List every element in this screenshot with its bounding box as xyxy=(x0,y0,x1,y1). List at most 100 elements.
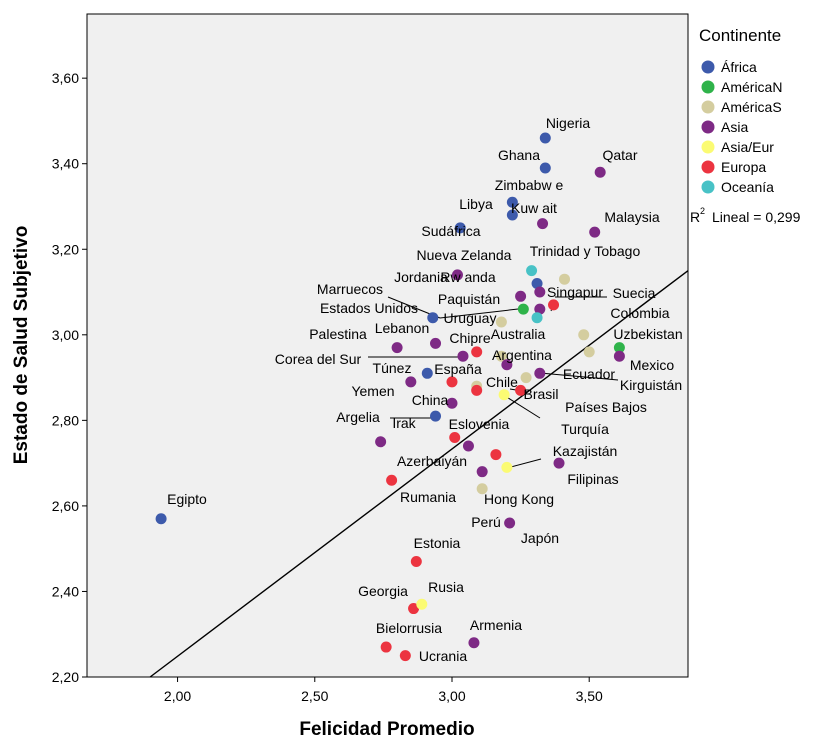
data-point xyxy=(589,226,601,238)
point-label: Ucrania xyxy=(419,648,467,664)
legend-title: Continente xyxy=(699,26,781,45)
data-point xyxy=(515,384,527,396)
y-tick-label: 3,20 xyxy=(52,241,79,257)
data-point xyxy=(471,346,483,358)
plot-area xyxy=(86,13,689,678)
data-point xyxy=(476,466,488,478)
point-label: Kuw ait xyxy=(511,200,557,216)
data-point xyxy=(451,269,463,281)
point-label: Rumania xyxy=(400,489,456,505)
data-point xyxy=(515,290,527,302)
point-label: Australia xyxy=(491,326,546,342)
point-label: Nigeria xyxy=(546,115,591,131)
point-label: Argentina xyxy=(492,347,552,363)
data-point xyxy=(495,316,507,328)
y-tick-label: 2,40 xyxy=(52,583,79,599)
legend-swatch xyxy=(701,140,715,154)
data-point xyxy=(430,410,442,422)
legend-swatch xyxy=(701,180,715,194)
data-point xyxy=(578,329,590,341)
data-point xyxy=(476,483,488,495)
legend-swatch xyxy=(701,160,715,174)
y-tick-label: 2,20 xyxy=(52,669,79,685)
point-label: Ghana xyxy=(498,147,540,163)
x-tick-label: 2,00 xyxy=(164,688,191,704)
data-point xyxy=(534,303,546,315)
data-point xyxy=(553,457,565,469)
data-point xyxy=(520,372,532,384)
data-point xyxy=(446,376,458,388)
point-label: Bielorrusia xyxy=(376,620,442,636)
point-label: Mexico xyxy=(630,357,675,373)
leader-line xyxy=(439,307,528,319)
point-label: Túnez xyxy=(373,360,412,376)
data-point xyxy=(534,286,546,298)
y-axis-title: Estado de Salud Subjetivo xyxy=(11,226,32,465)
data-point xyxy=(155,513,167,525)
point-label: Chile xyxy=(486,374,518,390)
data-points xyxy=(155,132,625,662)
point-label: Azerbaiyán xyxy=(397,453,467,469)
point-label: Países Bajos xyxy=(565,399,647,415)
data-point xyxy=(526,265,538,277)
point-label: Estados Unidos xyxy=(320,300,418,316)
data-point xyxy=(399,650,411,662)
leader-line xyxy=(504,395,541,419)
legend-item-label: Europa xyxy=(721,159,766,175)
fit-line xyxy=(149,270,689,678)
legend-item-label: AméricaS xyxy=(721,99,782,115)
x-tick-label: 3,50 xyxy=(576,688,603,704)
data-point xyxy=(539,162,551,174)
data-point xyxy=(504,517,516,529)
point-label: España xyxy=(434,361,482,377)
point-label: Palestina xyxy=(309,326,367,342)
point-label: Armenia xyxy=(470,617,522,633)
data-point xyxy=(531,312,543,324)
point-label: Rw anda xyxy=(440,269,495,285)
data-point xyxy=(380,641,392,653)
data-point xyxy=(405,376,417,388)
point-label: Yemen xyxy=(351,383,394,399)
legend: África AméricaN AméricaS Asia Asia/Eur Europa… xyxy=(701,59,782,195)
leader-line xyxy=(539,372,619,381)
y-tick-label: 3,00 xyxy=(52,327,79,343)
point-label: Colombia xyxy=(610,305,669,321)
point-label: Nueva Zelanda xyxy=(417,247,512,263)
y-tick-label: 2,80 xyxy=(52,412,79,428)
point-label: Perú xyxy=(471,514,501,530)
point-label: Corea del Sur xyxy=(275,351,362,367)
y-tick-label: 2,60 xyxy=(52,498,79,514)
point-label: Brasil xyxy=(523,386,558,402)
data-point xyxy=(410,556,422,568)
x-axis-title: Felicidad Promedio xyxy=(299,719,474,740)
data-point xyxy=(462,440,474,452)
y-tick-label: 3,40 xyxy=(52,156,79,172)
x-axis-ticks: 2,00 2,50 3,00 3,50 xyxy=(164,677,603,704)
point-label: Japón xyxy=(521,530,559,546)
data-point xyxy=(583,346,595,358)
point-label: Malaysia xyxy=(604,209,659,225)
point-label: Jordania xyxy=(394,269,448,285)
data-point xyxy=(375,436,387,448)
point-label: Irak xyxy=(392,415,416,431)
point-label: Paquistán xyxy=(438,291,500,307)
data-point xyxy=(506,209,518,221)
data-point xyxy=(501,359,513,371)
data-point xyxy=(498,389,510,401)
point-label: Chipre xyxy=(449,330,490,346)
data-point xyxy=(548,299,560,311)
data-point xyxy=(408,603,420,615)
data-point xyxy=(594,166,606,178)
data-point xyxy=(471,384,483,396)
point-label: Kirguistán xyxy=(620,377,682,393)
leader-line xyxy=(506,458,542,469)
point-label: Georgia xyxy=(358,583,408,599)
x-tick-label: 2,50 xyxy=(301,688,328,704)
data-point xyxy=(531,277,543,289)
point-label: Uzbekistan xyxy=(613,326,682,342)
legend-swatch xyxy=(701,100,715,114)
y-tick-label: 3,60 xyxy=(52,70,79,86)
point-label: Sudáfrica xyxy=(421,223,480,239)
